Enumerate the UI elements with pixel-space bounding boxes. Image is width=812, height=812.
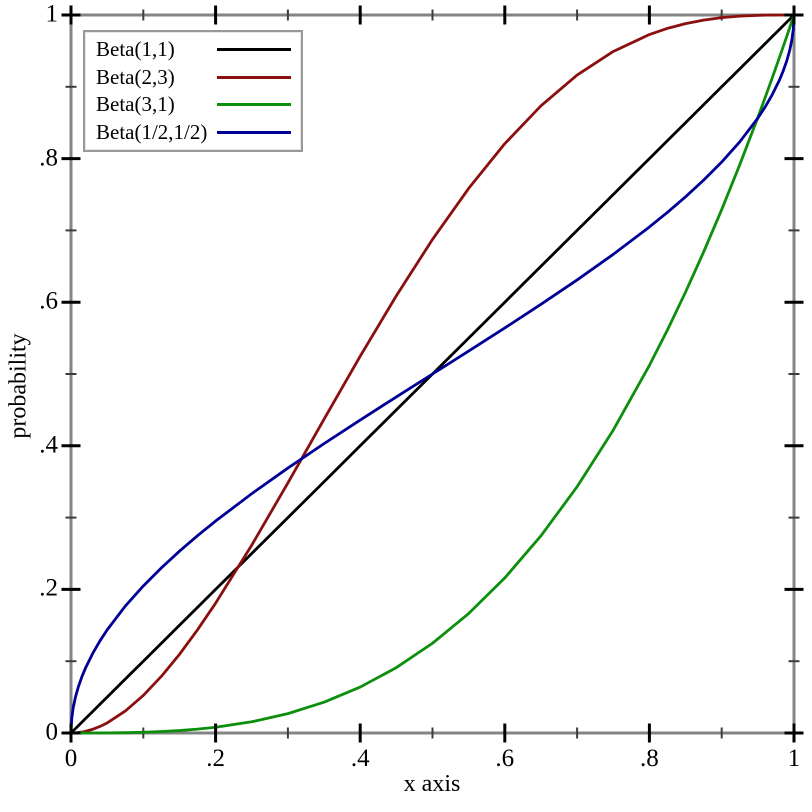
legend-item-label: Beta(1/2,1/2) — [96, 119, 208, 144]
x-tick-label: .8 — [640, 745, 659, 772]
legend-item-label: Beta(1,1) — [96, 37, 175, 62]
legend: Beta(1,1) Beta(2,3) Beta(3,1) Beta(1/2,1/2) — [83, 30, 303, 152]
series-line-beta-2-3- — [69, 13, 796, 735]
series-line-beta-1-2-1-2- — [69, 13, 796, 735]
legend-line-swatch — [217, 48, 291, 52]
x-tick-label: .4 — [350, 745, 370, 772]
y-tick-label: .4 — [39, 431, 58, 459]
legend-line-swatch — [217, 103, 291, 107]
x-tick-label: 0 — [64, 745, 78, 772]
x-tick-label: 1 — [787, 745, 801, 772]
x-tick-label: .6 — [495, 745, 515, 772]
series-line-beta-3-1- — [69, 13, 796, 735]
y-tick-label: .8 — [39, 144, 58, 172]
legend-item-label: Beta(3,1) — [96, 92, 175, 117]
legend-line-swatch — [217, 75, 291, 79]
legend-item: Beta(2,3) — [96, 64, 291, 92]
legend-item: Beta(1,1) — [96, 36, 291, 64]
legend-item: Beta(3,1) — [96, 91, 291, 119]
y-tick-label: .6 — [39, 287, 58, 315]
x-tick-label: .2 — [206, 745, 225, 772]
y-tick-label: .2 — [39, 574, 58, 602]
legend-item-label: Beta(2,3) — [96, 64, 175, 89]
legend-item: Beta(1/2,1/2) — [96, 119, 291, 147]
y-tick-label: 0 — [45, 718, 59, 746]
y-tick-label: 1 — [45, 0, 59, 28]
x-axis-title: x axis — [403, 771, 461, 797]
y-axis-title: probability — [5, 333, 32, 439]
legend-line-swatch — [217, 130, 291, 134]
